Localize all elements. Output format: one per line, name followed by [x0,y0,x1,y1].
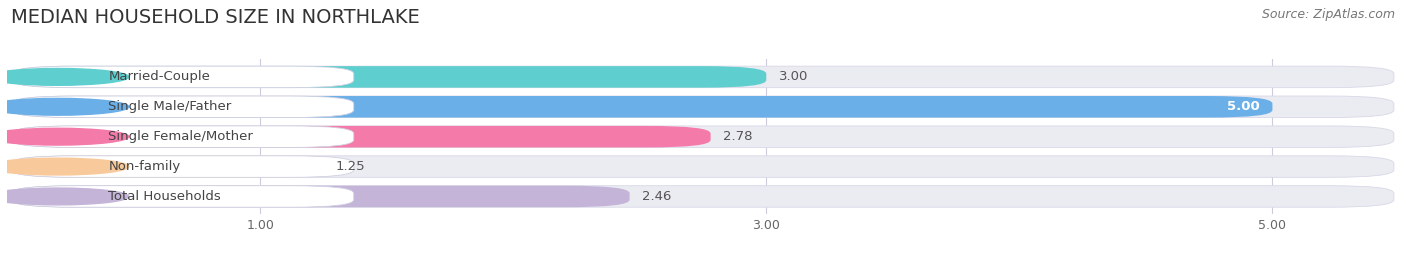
Text: Married-Couple: Married-Couple [108,70,209,83]
FancyBboxPatch shape [13,186,354,207]
Text: Single Female/Mother: Single Female/Mother [108,130,253,143]
FancyBboxPatch shape [13,96,1393,118]
FancyBboxPatch shape [13,96,1272,118]
Text: MEDIAN HOUSEHOLD SIZE IN NORTHLAKE: MEDIAN HOUSEHOLD SIZE IN NORTHLAKE [11,8,420,27]
Text: 1.25: 1.25 [336,160,366,173]
Circle shape [0,69,129,85]
FancyBboxPatch shape [13,156,354,177]
FancyBboxPatch shape [13,186,1393,207]
FancyBboxPatch shape [13,126,354,147]
FancyBboxPatch shape [13,156,323,177]
Circle shape [0,98,129,115]
Text: 3.00: 3.00 [779,70,808,83]
Text: 2.78: 2.78 [723,130,752,143]
Text: 2.46: 2.46 [643,190,672,203]
FancyBboxPatch shape [13,66,354,88]
Text: 5.00: 5.00 [1227,100,1260,113]
FancyBboxPatch shape [13,96,354,118]
Text: Non-family: Non-family [108,160,180,173]
FancyBboxPatch shape [13,66,1393,88]
Text: Source: ZipAtlas.com: Source: ZipAtlas.com [1261,8,1395,21]
Text: Total Households: Total Households [108,190,221,203]
Circle shape [0,158,129,175]
FancyBboxPatch shape [13,126,1393,147]
Circle shape [0,128,129,145]
Text: Single Male/Father: Single Male/Father [108,100,232,113]
FancyBboxPatch shape [13,126,710,147]
FancyBboxPatch shape [13,156,1393,177]
FancyBboxPatch shape [13,186,630,207]
Circle shape [0,188,129,205]
FancyBboxPatch shape [13,66,766,88]
